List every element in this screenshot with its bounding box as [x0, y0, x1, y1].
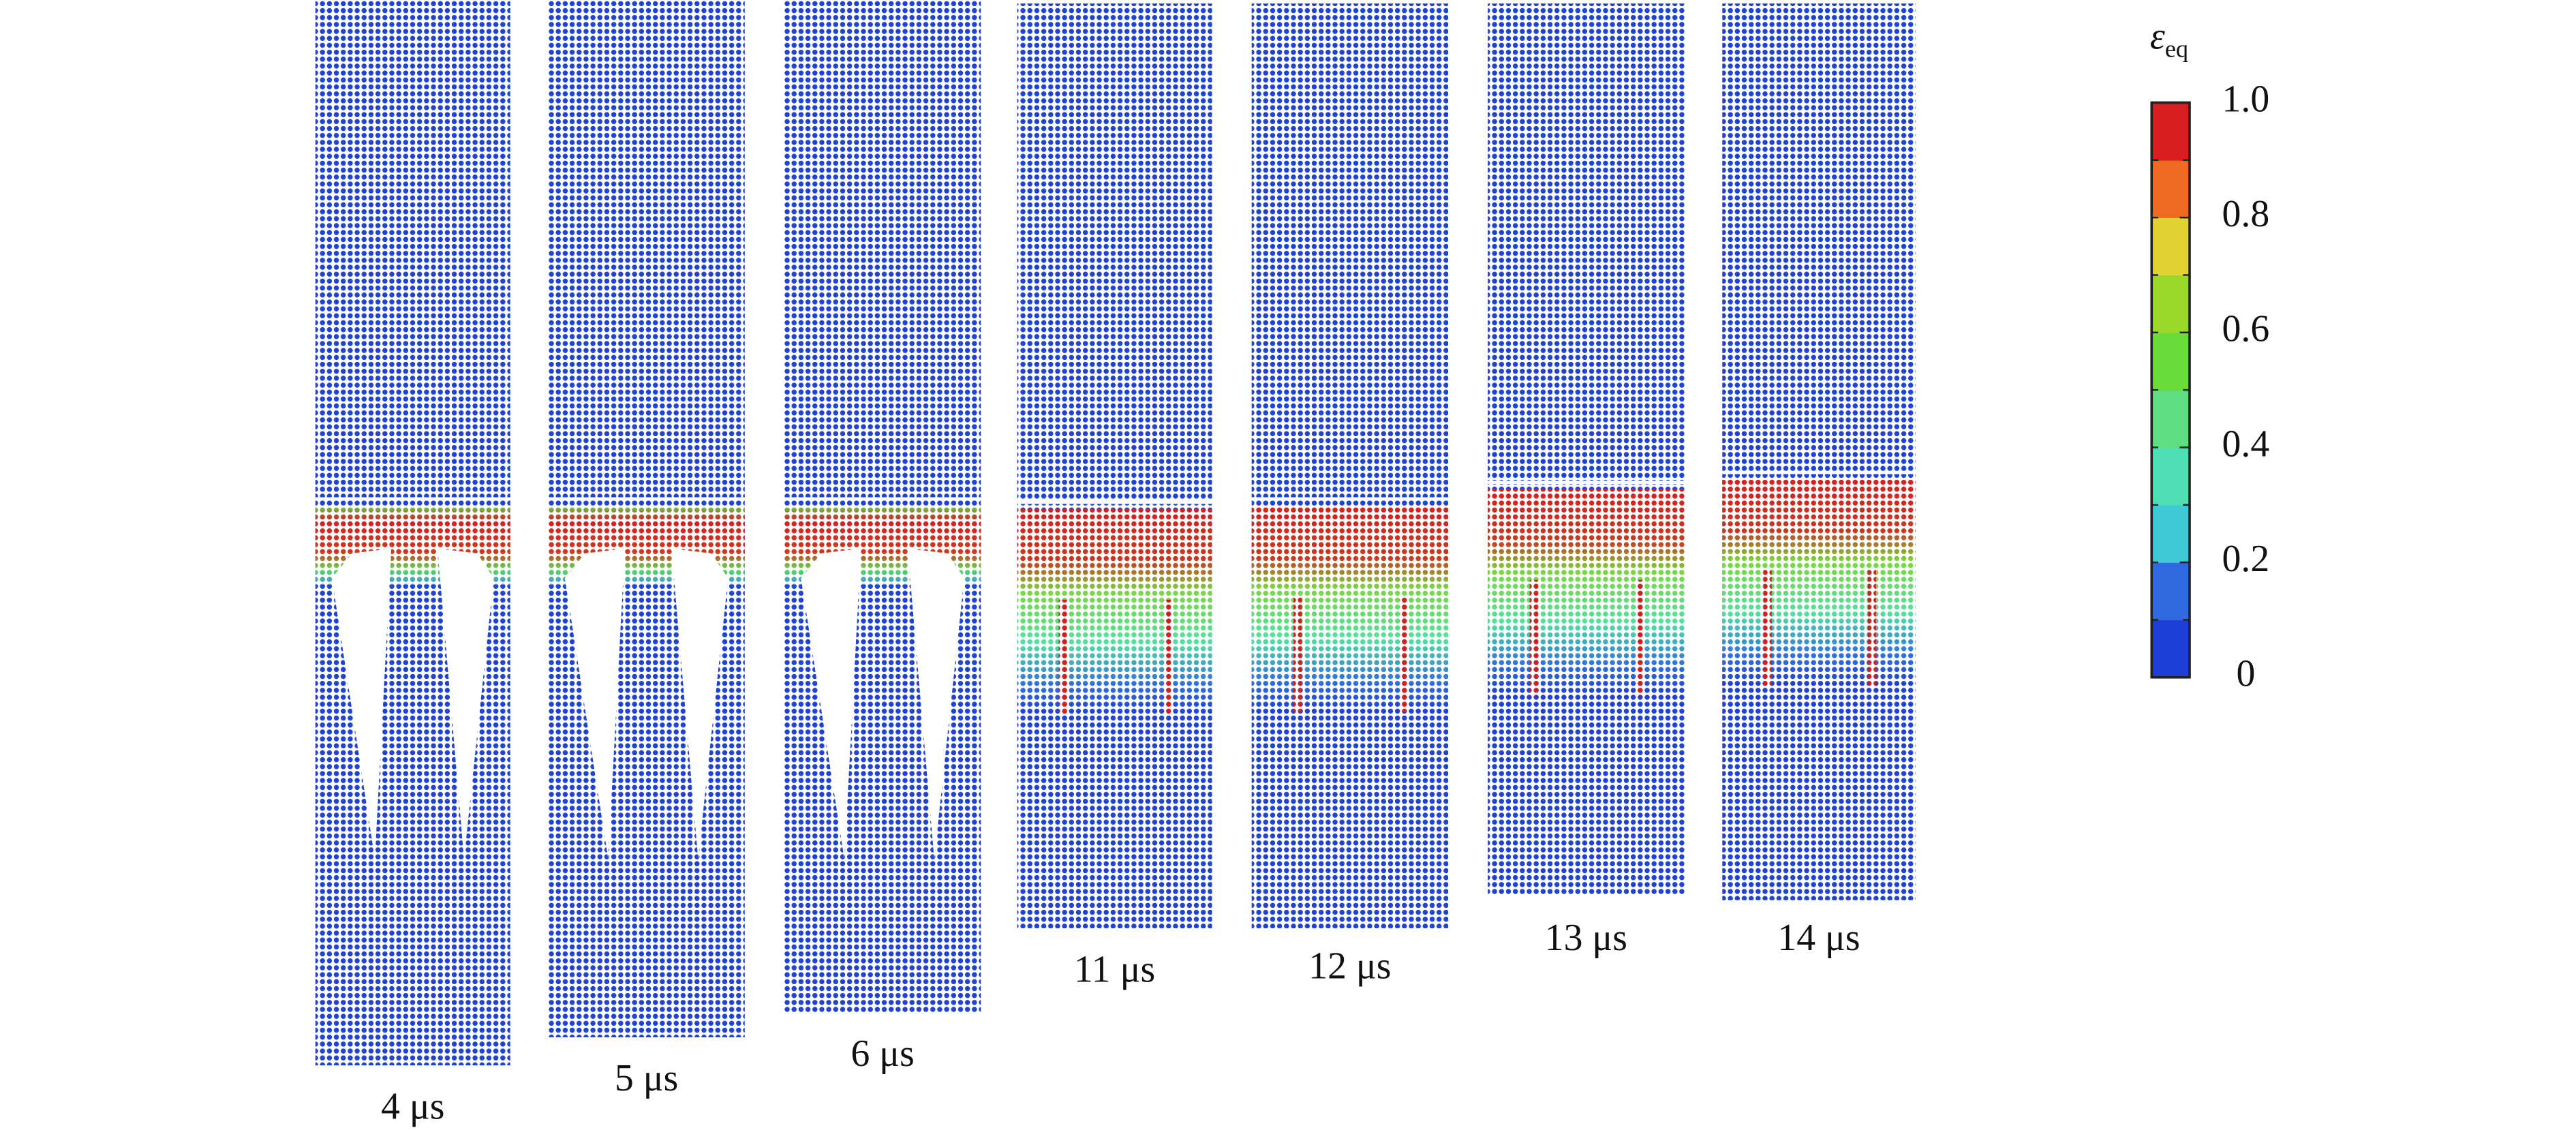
colorbar-tick-label: 1.0 [2222, 78, 2270, 120]
particles [1488, 3, 1685, 896]
strain-band [1251, 505, 1449, 712]
particles [1722, 3, 1916, 900]
void [332, 548, 392, 859]
particles [1251, 3, 1449, 929]
red-streak [1163, 599, 1173, 716]
subscript: eq [2165, 35, 2188, 63]
colorbar-band [2151, 620, 2190, 678]
colorbar-title: εeq [2150, 15, 2188, 63]
red-streak [1763, 570, 1772, 686]
colorbar-tick-label: 0.2 [2222, 538, 2270, 580]
colorbar-band [2151, 332, 2190, 391]
snapshot [548, 0, 745, 1037]
void [801, 548, 861, 859]
red-streak [1529, 579, 1538, 696]
gap [1017, 500, 1212, 504]
colorbar-band [2151, 562, 2190, 621]
red-streak [1399, 596, 1408, 712]
particles [1017, 3, 1212, 929]
time-label: 13 μs [1545, 917, 1627, 959]
gap [1488, 480, 1685, 485]
colorbar-tick-label: 0.4 [2222, 423, 2270, 465]
colorbar-tick-label: 0.6 [2222, 308, 2270, 350]
colorbar-band [2151, 217, 2190, 276]
time-label: 4 μs [381, 1085, 444, 1127]
time-label: 11 μs [1074, 948, 1155, 990]
time-label: 12 μs [1308, 945, 1391, 987]
strain-band [1488, 489, 1685, 696]
void [564, 548, 625, 859]
time-label: 5 μs [615, 1057, 678, 1099]
snapshot [1722, 3, 1916, 900]
void [438, 548, 494, 859]
time-label: 6 μs [850, 1033, 914, 1075]
red-streak [1058, 599, 1067, 716]
gap [1722, 470, 1916, 474]
snapshot [1251, 3, 1449, 929]
void [671, 548, 729, 859]
snapshot [315, 0, 510, 1066]
colorbar-band [2151, 390, 2190, 448]
red-streak [1636, 579, 1644, 696]
red-streak [1867, 570, 1876, 686]
colorbar-band [2151, 102, 2190, 161]
snapshot [784, 0, 981, 1013]
snapshot [1488, 3, 1685, 896]
gap [548, 497, 745, 501]
gap [1251, 497, 1449, 501]
gap [784, 497, 981, 501]
gap [315, 497, 510, 501]
colorbar-band [2151, 504, 2190, 563]
colorbar-tick-label: 0.8 [2222, 193, 2270, 235]
symbol: ε [2150, 15, 2165, 57]
colorbar: 0 0.2 0.4 0.6 0.8 1.0 εeq [2150, 15, 2269, 694]
void [907, 548, 964, 859]
strain-band [1722, 479, 1916, 686]
colorbar-band [2151, 159, 2190, 218]
snapshot [1017, 3, 1212, 929]
colorbar-tick-label: 0 [2236, 653, 2255, 695]
time-label: 14 μs [1777, 917, 1860, 959]
strain-band [1017, 508, 1212, 716]
colorbar-band [2151, 275, 2190, 333]
panels: 4 μs 5 μs 6 μs 11 μs 12 μs 13 μs 14 μs [315, 0, 1916, 1127]
red-streak [1293, 596, 1302, 712]
colorbar-band [2151, 447, 2190, 506]
